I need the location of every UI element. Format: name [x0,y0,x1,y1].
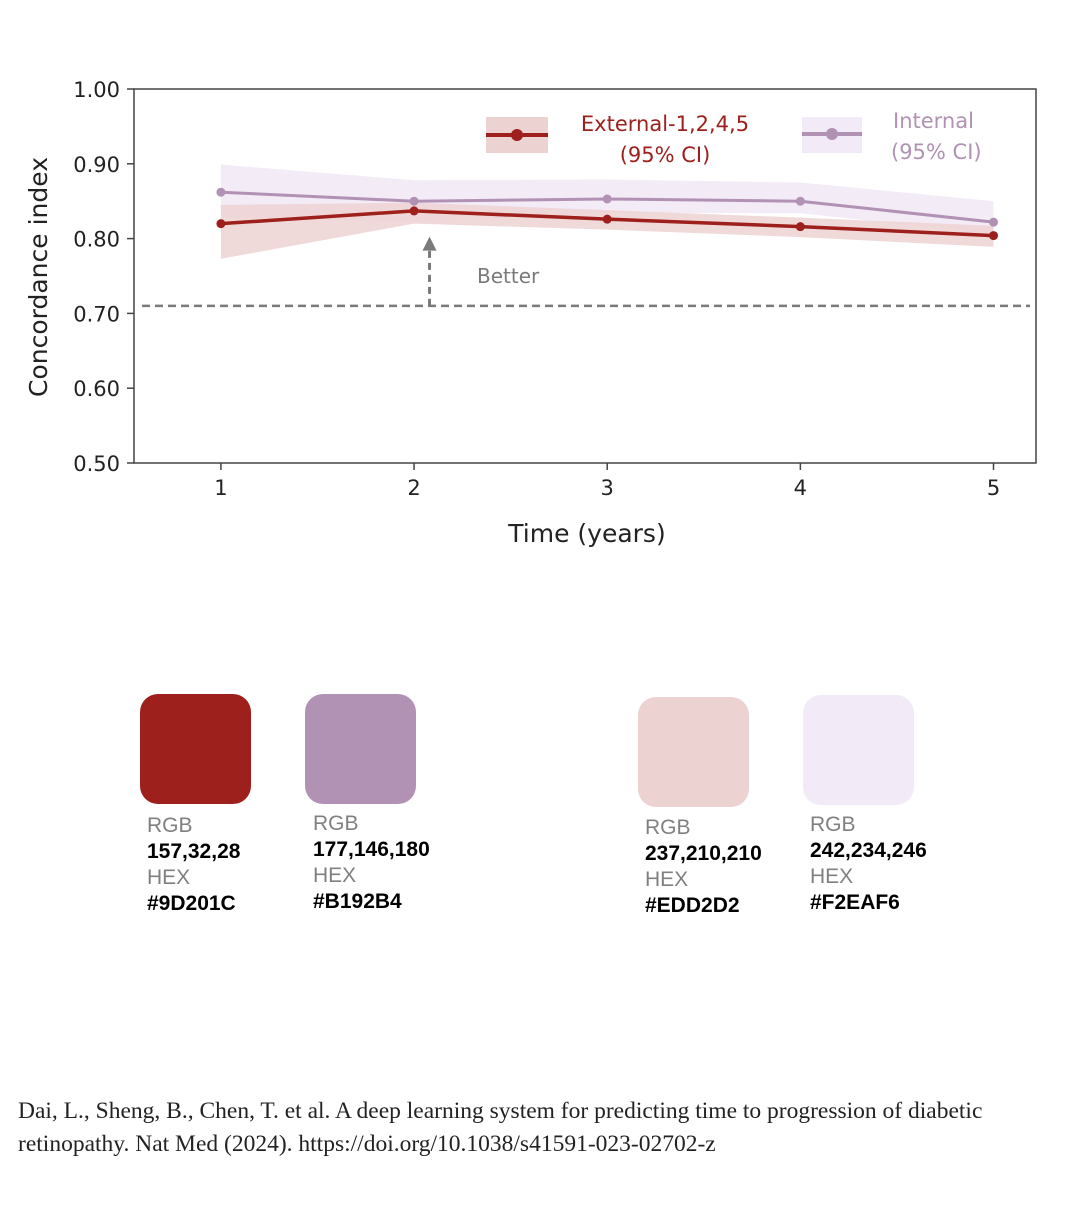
legend-internal-label: Internal [893,109,974,133]
internal-point [795,196,805,206]
x-tick-label: 2 [407,476,420,500]
hex-label: HEX [147,866,191,889]
external-ci-band [220,202,994,259]
internal-point [216,187,226,197]
rgb-label: RGB [147,814,193,837]
rgb-label: RGB [313,812,359,835]
rgb-label: RGB [645,816,691,839]
legend-external-ci: (95% CI) [620,143,711,167]
swatch-dark-red [140,694,251,804]
x-tick-label: 5 [987,476,1000,500]
x-axis-label: Time (years) [507,519,665,548]
hex-value: #B192B4 [313,890,402,913]
plot-frame [133,88,1037,464]
legend-item-external: External-1,2,4,5 (95% CI) [486,112,749,167]
y-tick-label: 0.70 [73,302,120,326]
rgb-label: RGB [810,813,856,836]
y-axis: 0.50 0.60 0.70 0.80 0.90 1.00 [73,78,134,476]
hex-label: HEX [810,865,854,888]
hex-label: HEX [645,868,689,891]
better-annotation: Better [422,236,540,306]
y-tick-label: 0.50 [73,452,120,476]
swatch-light-lavender [803,695,914,805]
external-point [795,222,805,232]
concordance-chart: 0.50 0.60 0.70 0.80 0.90 1.00 1 2 3 4 5 Concordan… [24,78,1037,548]
better-label: Better [477,264,540,288]
legend: External-1,2,4,5 (95% CI) Internal (95% … [486,109,982,167]
legend-item-internal: Internal (95% CI) [802,109,982,164]
swatch-lavender [305,694,416,804]
hex-value: #EDD2D2 [645,894,740,917]
y-axis-label: Concordance index [24,157,53,397]
x-tick-label: 1 [214,476,227,500]
rgb-value: 242,234,246 [810,839,927,862]
better-arrow-head [422,236,437,251]
internal-point [602,194,612,204]
legend-external-label: External-1,2,4,5 [581,112,749,136]
x-axis: 1 2 3 4 5 [214,463,1000,500]
series-lines [216,187,999,241]
legend-internal-ci: (95% CI) [891,140,982,164]
citation-text: Dai, L., Sheng, B., Chen, T. et al. A de… [18,1098,983,1157]
hex-value: #9D201C [147,892,236,915]
internal-point [409,196,419,206]
rgb-value: 237,210,210 [645,842,762,865]
legend-external-marker [511,129,523,141]
internal-point [989,217,999,227]
external-point [216,219,226,229]
swatch-info-light-lavender: RGB 242,234,246 HEX #F2EAF6 [810,812,927,916]
y-tick-label: 1.00 [73,78,120,102]
hex-value: #F2EAF6 [810,891,900,914]
legend-internal-marker [826,128,838,140]
x-tick-label: 4 [794,476,807,500]
y-tick-label: 0.80 [73,228,120,252]
swatch-light-pink [638,697,749,807]
y-tick-label: 0.90 [73,153,120,177]
hex-label: HEX [313,864,357,887]
swatch-info-lavender: RGB 177,146,180 HEX #B192B4 [313,811,430,915]
rgb-value: 157,32,28 [147,840,241,863]
swatch-info-dark-red: RGB 157,32,28 HEX #9D201C [147,813,240,917]
swatch-info-light-pink: RGB 237,210,210 HEX #EDD2D2 [645,815,762,919]
y-tick-label: 0.60 [73,377,120,401]
x-tick-label: 3 [601,476,614,500]
external-point [409,206,419,216]
external-point [602,214,612,224]
rgb-value: 177,146,180 [313,838,430,861]
external-point [989,231,999,241]
